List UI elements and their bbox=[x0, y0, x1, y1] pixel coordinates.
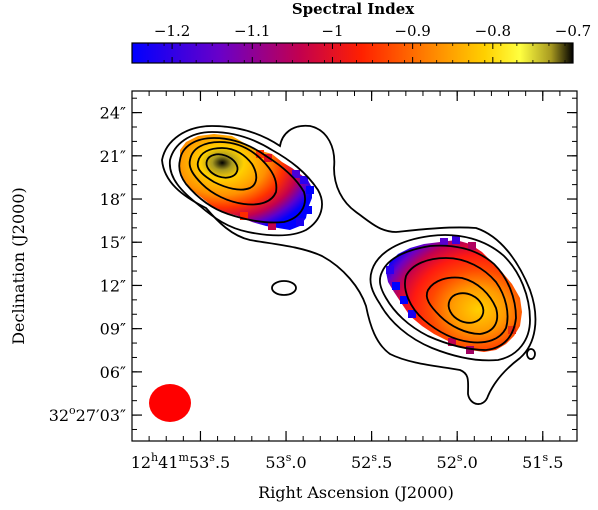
contour-isolated-east bbox=[526, 348, 536, 360]
colorbar-ticks bbox=[131, 43, 574, 63]
contour-4 bbox=[188, 141, 278, 206]
contour-5 bbox=[196, 147, 258, 191]
contour-outer bbox=[161, 124, 537, 405]
y-tick-label-origin: 32o27′03″ bbox=[49, 404, 126, 425]
x-tick-label: 52s.0 bbox=[437, 451, 478, 472]
colorbar-tick-label: −1 bbox=[321, 22, 343, 40]
y-axis-ticks: 24″ 21″ 18″ 15″ 12″ 09″ 06″ 32o27′03″ bbox=[49, 97, 577, 430]
contour-lines bbox=[161, 124, 537, 405]
colorbar-tick-label: −0.7 bbox=[555, 22, 591, 40]
colorbar-label: Spectral Index bbox=[292, 0, 415, 18]
y-tick-label: 24″ bbox=[100, 104, 126, 123]
contour-5-south bbox=[425, 276, 499, 335]
x-tick-label: 52s.5 bbox=[351, 451, 392, 472]
contour-3 bbox=[178, 137, 306, 224]
contour-peak-north bbox=[205, 153, 239, 179]
x-tick-label: 53s.0 bbox=[265, 451, 306, 472]
y-tick-label: 06″ bbox=[100, 363, 126, 382]
x-axis-label: Right Ascension (J2000) bbox=[258, 483, 454, 502]
colorbar-tick-label: −0.9 bbox=[394, 22, 430, 40]
north-lobe-map bbox=[180, 134, 314, 230]
x-axis-ticks: 12h41m53s.5 53s.0 52s.5 52s.0 51s.5 bbox=[131, 91, 578, 472]
contour-4-south bbox=[404, 257, 509, 344]
contour-3-south bbox=[379, 244, 517, 351]
x-tick-label: 51s.5 bbox=[522, 451, 563, 472]
y-tick-label: 15″ bbox=[100, 233, 126, 252]
contour-2-south bbox=[369, 234, 531, 362]
colorbar-tick-labels: −1.2 −1.1 −1 −0.9 −0.8 −0.7 bbox=[154, 22, 591, 40]
y-tick-label: 12″ bbox=[100, 276, 126, 295]
x-tick-label: 12h41m53s.5 bbox=[131, 451, 231, 472]
colorbar-tick-label: −1.1 bbox=[234, 22, 270, 40]
y-tick-label: 09″ bbox=[100, 320, 126, 339]
y-tick-label: 21″ bbox=[100, 147, 126, 166]
colorbar-tick-label: −0.8 bbox=[475, 22, 511, 40]
colorbar-tick-label: −1.2 bbox=[154, 22, 190, 40]
y-axis-label: Declination (J2000) bbox=[9, 187, 28, 345]
beam-ellipse bbox=[149, 384, 191, 422]
colorbar bbox=[131, 42, 574, 64]
y-tick-label: 18″ bbox=[100, 190, 126, 209]
contour-2 bbox=[169, 131, 323, 237]
contour-isolated bbox=[271, 280, 297, 296]
contour-peak-south bbox=[447, 292, 485, 324]
